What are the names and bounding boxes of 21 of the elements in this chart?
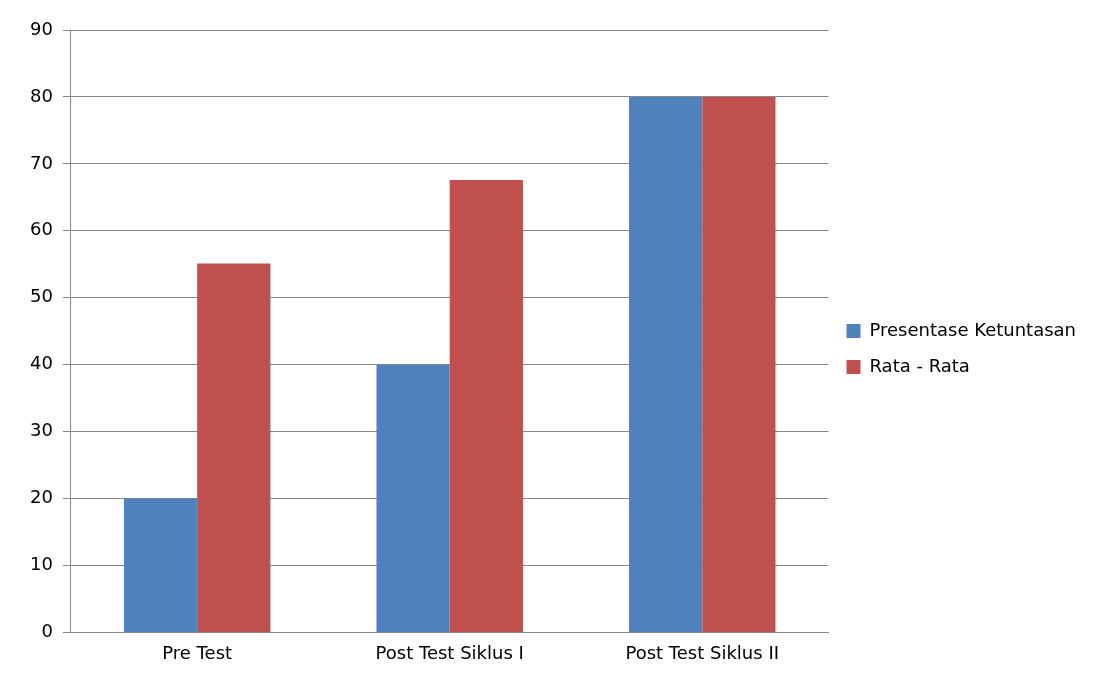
y-tick-label: 0 (41, 620, 53, 642)
y-tick-label: 70 (30, 151, 53, 173)
y-tick-label: 30 (30, 419, 53, 441)
x-tick-label: Post Test Siklus I (375, 641, 524, 663)
bar (376, 364, 450, 632)
legend-label: Presentase Ketuntasan (869, 318, 1076, 340)
bar (629, 96, 703, 632)
x-tick-label: Post Test Siklus II (625, 641, 779, 663)
y-tick-label: 20 (30, 486, 53, 508)
x-tick-label: Pre Test (162, 641, 233, 663)
legend-label: Rata - Rata (869, 354, 970, 376)
y-tick-label: 90 (30, 17, 53, 39)
bar (449, 179, 523, 632)
y-tick-label: 40 (30, 352, 53, 374)
bar (702, 96, 776, 632)
y-tick-label: 50 (30, 285, 53, 307)
bar (197, 263, 271, 632)
bar (123, 498, 198, 632)
y-tick-label: 60 (30, 218, 53, 240)
y-tick-label: 10 (30, 553, 53, 575)
y-tick-label: 80 (30, 84, 53, 106)
